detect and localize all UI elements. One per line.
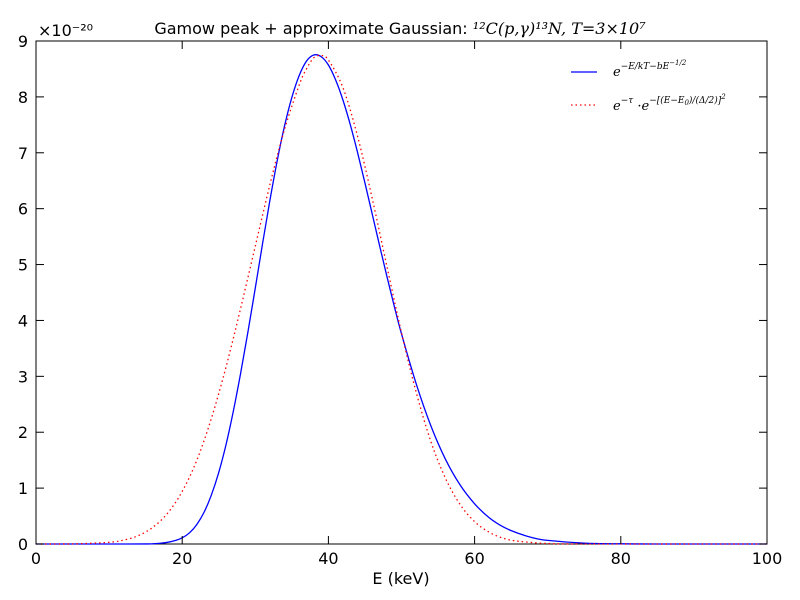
chart-title-reaction: ¹²C(p,γ)¹³N, T=3×10⁷ bbox=[473, 19, 646, 38]
y-offset-label: ×10⁻²⁰ bbox=[38, 21, 93, 40]
y-tick-label: 9 bbox=[18, 32, 28, 51]
tick-layer: 0 20 40 60 80 100 0 1 2 3 4 5 6 7 8 9 bbox=[18, 32, 782, 568]
y-tick-label: 4 bbox=[18, 311, 28, 330]
series-layer bbox=[35, 54, 767, 545]
series-line-gaussian bbox=[35, 54, 767, 545]
x-tick-label: 60 bbox=[464, 549, 484, 568]
x-tick-label: 20 bbox=[172, 549, 192, 568]
series-line-gamow bbox=[36, 54, 767, 545]
y-tick-label: 3 bbox=[18, 367, 28, 386]
x-tick-label: 80 bbox=[611, 549, 631, 568]
y-tick-label: 8 bbox=[18, 88, 28, 107]
y-tick-label: 5 bbox=[18, 256, 28, 275]
y-tick-label: 0 bbox=[18, 535, 28, 554]
chart-title: Gamow peak + approximate Gaussian: ¹²C(p… bbox=[154, 19, 646, 38]
y-tick-label: 2 bbox=[18, 423, 28, 442]
y-tick-label: 7 bbox=[18, 144, 28, 163]
x-tick-label: 40 bbox=[318, 549, 338, 568]
x-axis-label: E (keV) bbox=[372, 569, 429, 588]
plot-frame bbox=[35, 40, 768, 545]
y-tick-label: 6 bbox=[18, 200, 28, 219]
x-tick-label: 100 bbox=[752, 549, 783, 568]
x-tick-label: 0 bbox=[31, 549, 41, 568]
y-tick-label: 1 bbox=[18, 479, 28, 498]
chart-title-prefix: Gamow peak + approximate Gaussian: bbox=[154, 19, 472, 38]
